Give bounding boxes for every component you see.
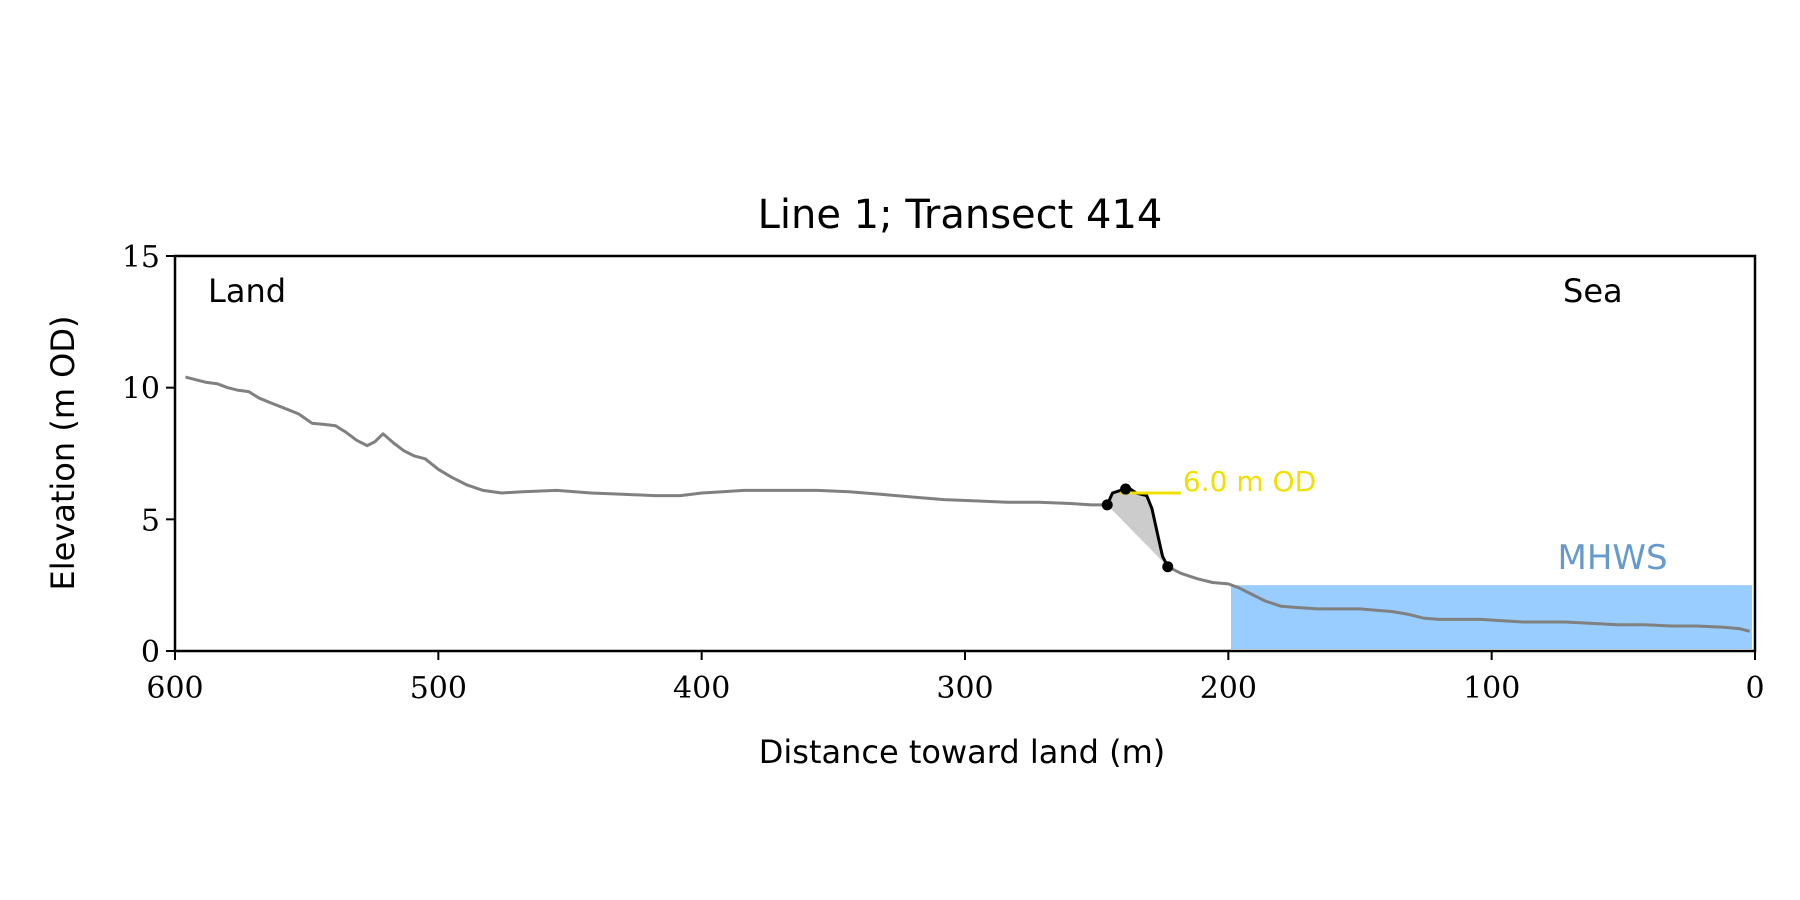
profile-line-0 bbox=[185, 375, 1108, 507]
cliff-point-0 bbox=[1101, 499, 1113, 511]
x-tick-label: 600 bbox=[146, 671, 203, 706]
x-tick-label: 500 bbox=[410, 671, 467, 706]
cliff-fill bbox=[1107, 487, 1168, 567]
cliff-point-1 bbox=[1120, 483, 1132, 495]
x-tick-label: 400 bbox=[673, 671, 730, 706]
x-tick-label: 0 bbox=[1745, 671, 1764, 706]
mhws-band bbox=[1230, 585, 1752, 649]
od-level-label: 6.0 m OD bbox=[1183, 465, 1316, 498]
y-tick-label: 15 bbox=[122, 240, 160, 275]
x-tick-label: 200 bbox=[1200, 671, 1257, 706]
x-axis-label: Distance toward land (m) bbox=[759, 733, 1165, 771]
chart-title: Line 1; Transect 414 bbox=[758, 192, 1163, 238]
x-tick-label: 300 bbox=[936, 671, 993, 706]
land-label: Land bbox=[208, 272, 286, 310]
y-tick-label: 10 bbox=[122, 372, 160, 407]
y-tick-label: 5 bbox=[141, 503, 160, 538]
x-axis: 600 500 400 300 200 100 0 bbox=[146, 651, 1765, 706]
mhws-label: MHWS bbox=[1558, 538, 1668, 578]
y-axis: 0 5 10 15 bbox=[122, 240, 175, 670]
plot-area: 6.0 m OD MHWS bbox=[185, 375, 1752, 649]
y-tick-label: 0 bbox=[141, 635, 160, 670]
cliff-point-2 bbox=[1162, 561, 1174, 573]
profile-line-2 bbox=[1167, 565, 1751, 633]
sea-label: Sea bbox=[1563, 272, 1623, 310]
y-axis-label: Elevation (m OD) bbox=[44, 316, 82, 591]
x-tick-label: 100 bbox=[1463, 671, 1520, 706]
